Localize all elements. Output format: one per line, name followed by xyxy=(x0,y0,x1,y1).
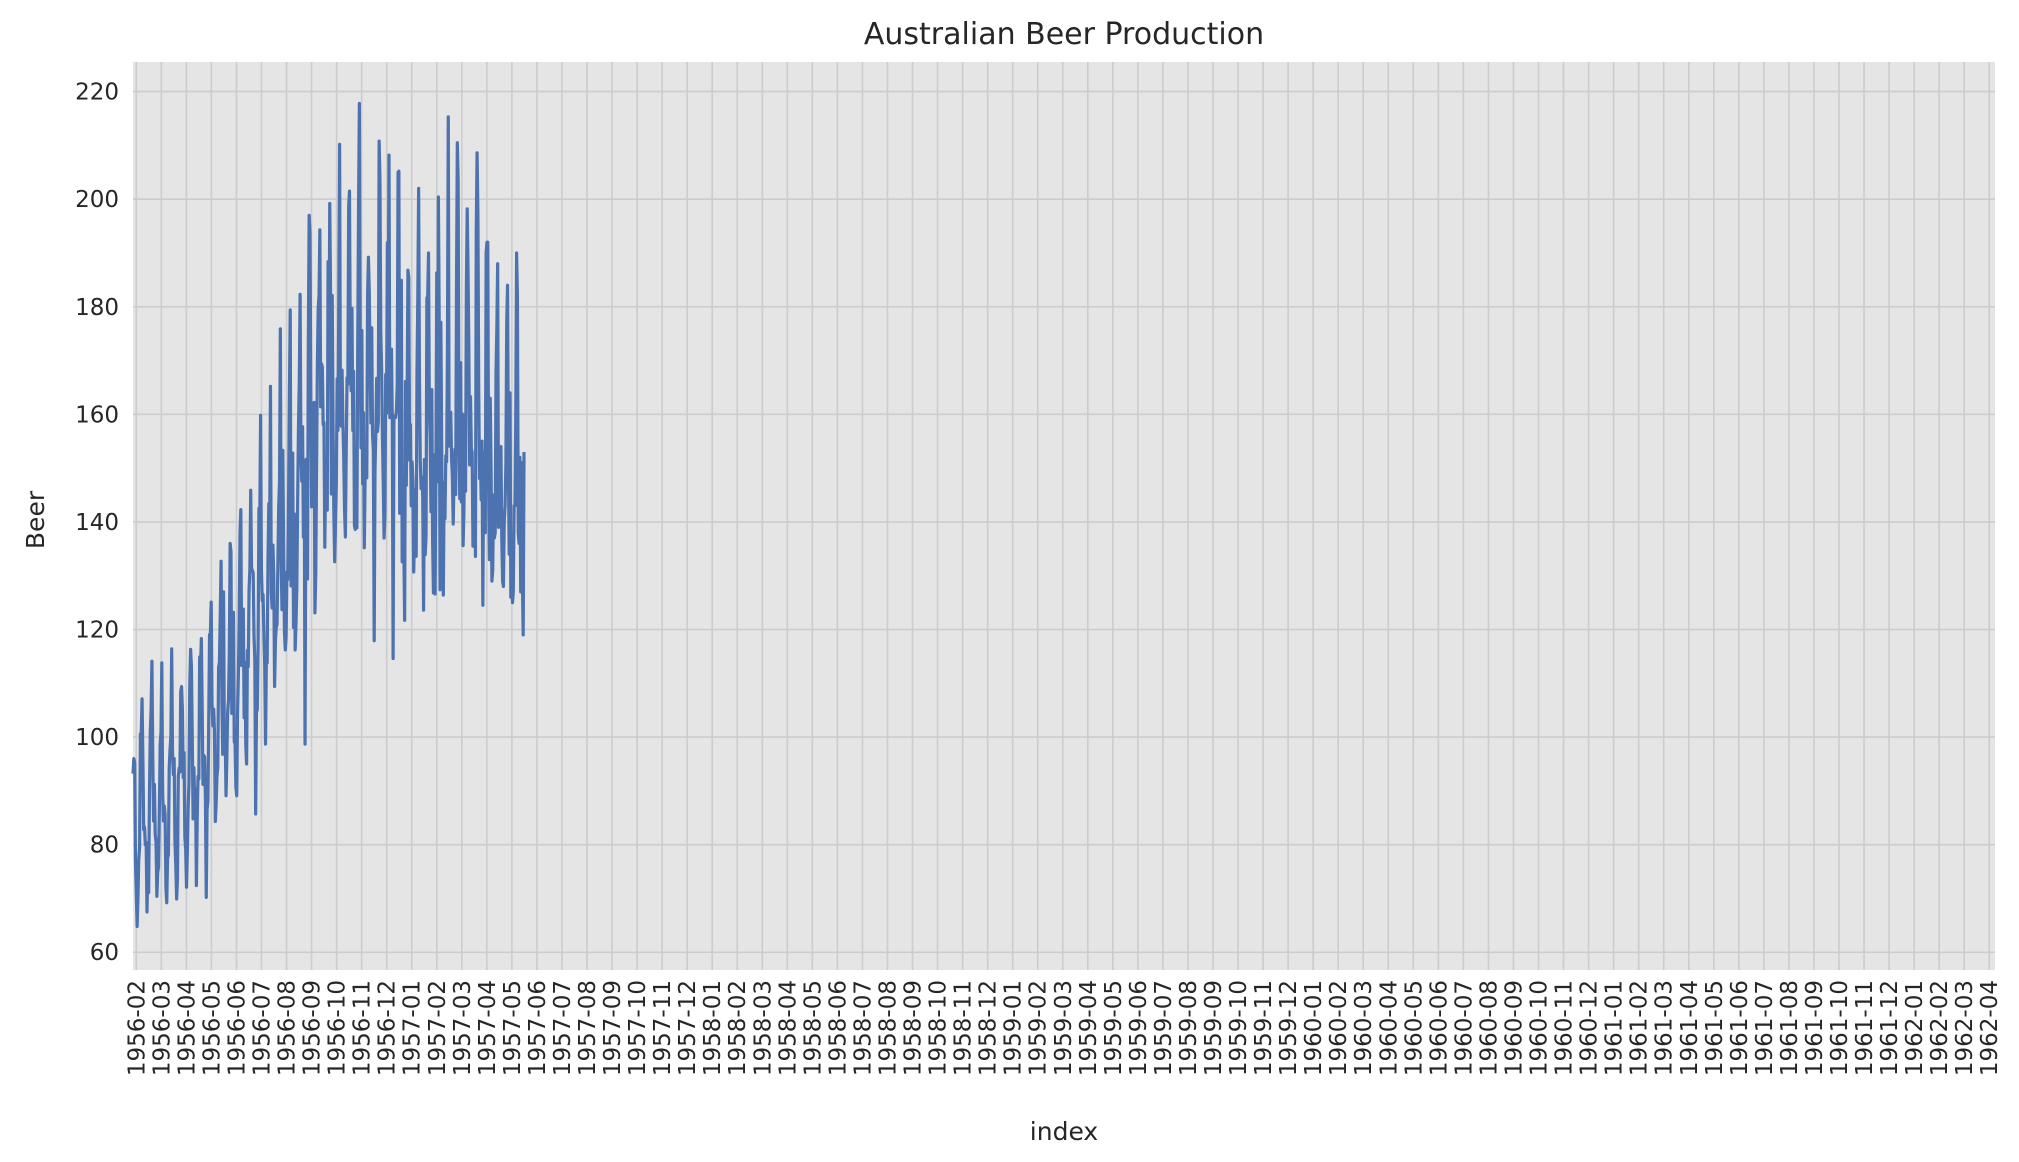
x-tick-label: 1959-08 xyxy=(1176,980,1202,1076)
x-tick-label: 1956-10 xyxy=(325,980,351,1076)
x-tick-label: 1957-07 xyxy=(550,980,576,1076)
y-tick-labels: 60 80 100 120 140 160 180 200 220 xyxy=(75,80,119,967)
x-tick-label: 1956-04 xyxy=(174,980,200,1076)
y-axis-label: Beer xyxy=(21,490,50,549)
x-tick-label: 1960-04 xyxy=(1376,980,1402,1076)
x-tick-label: 1961-01 xyxy=(1602,980,1628,1076)
x-tick-label: 1957-03 xyxy=(450,980,476,1076)
x-tick-label: 1962-02 xyxy=(1927,980,1953,1076)
x-tick-label: 1960-05 xyxy=(1401,980,1427,1076)
x-tick-label: 1956-02 xyxy=(124,980,150,1076)
x-tick-label: 1960-07 xyxy=(1451,980,1477,1076)
y-tick-label: 200 xyxy=(75,187,119,213)
x-tick-label: 1959-04 xyxy=(1076,980,1102,1076)
y-tick-label: 120 xyxy=(75,618,119,644)
x-axis-label: index xyxy=(1030,1117,1098,1146)
x-tick-label: 1960-02 xyxy=(1326,980,1352,1076)
x-tick-label: 1960-06 xyxy=(1426,980,1452,1076)
x-tick-label: 1957-11 xyxy=(650,980,676,1076)
x-tick-label: 1961-05 xyxy=(1702,980,1728,1076)
x-tick-label: 1958-07 xyxy=(850,980,876,1076)
x-tick-label: 1961-04 xyxy=(1677,980,1703,1076)
y-tick-label: 180 xyxy=(75,295,119,321)
x-tick-label: 1961-09 xyxy=(1802,980,1828,1076)
x-tick-label: 1961-02 xyxy=(1627,980,1653,1076)
y-tick-label: 160 xyxy=(75,402,119,428)
x-tick-label: 1962-01 xyxy=(1902,980,1928,1076)
x-tick-label: 1962-03 xyxy=(1952,980,1978,1076)
x-tick-label: 1958-02 xyxy=(725,980,751,1076)
y-tick-label: 60 xyxy=(90,940,119,966)
x-tick-label: 1961-08 xyxy=(1777,980,1803,1076)
x-tick-label: 1957-12 xyxy=(675,980,701,1076)
x-tick-label: 1961-12 xyxy=(1877,980,1903,1076)
x-tick-label: 1961-10 xyxy=(1827,980,1853,1076)
x-tick-label: 1958-09 xyxy=(901,980,927,1076)
x-tick-label: 1961-03 xyxy=(1652,980,1678,1076)
x-tick-label: 1959-11 xyxy=(1251,980,1277,1076)
beer-production-line xyxy=(131,101,526,929)
y-tick-label: 100 xyxy=(75,725,119,751)
chart-title: Australian Beer Production xyxy=(864,17,1264,52)
y-tick-label: 140 xyxy=(75,510,119,536)
y-tick-label: 220 xyxy=(75,80,119,106)
x-tick-label: 1958-08 xyxy=(875,980,901,1076)
x-tick-label: 1959-06 xyxy=(1126,980,1152,1076)
x-tick-label: 1956-05 xyxy=(199,980,225,1076)
x-tick-label: 1959-01 xyxy=(1001,980,1027,1076)
x-tick-label: 1960-09 xyxy=(1501,980,1527,1076)
x-tick-label: 1956-07 xyxy=(249,980,275,1076)
x-tick-label: 1958-10 xyxy=(926,980,952,1076)
x-tick-label: 1956-11 xyxy=(350,980,376,1076)
x-tick-label: 1960-03 xyxy=(1351,980,1377,1076)
x-tick-label: 1958-12 xyxy=(976,980,1002,1076)
x-tick-label: 1958-04 xyxy=(775,980,801,1076)
x-tick-label: 1959-10 xyxy=(1226,980,1252,1076)
x-tick-label: 1958-03 xyxy=(750,980,776,1076)
x-tick-label: 1956-03 xyxy=(149,980,175,1076)
x-tick-label: 1957-04 xyxy=(475,980,501,1076)
x-tick-label: 1960-10 xyxy=(1527,980,1553,1076)
x-tick-label: 1957-10 xyxy=(625,980,651,1076)
x-tick-label: 1960-01 xyxy=(1301,980,1327,1076)
x-tick-label: 1957-08 xyxy=(575,980,601,1076)
x-tick-label: 1957-01 xyxy=(400,980,426,1076)
x-tick-label: 1958-05 xyxy=(800,980,826,1076)
x-tick-label: 1961-07 xyxy=(1752,980,1778,1076)
x-tick-label: 1958-11 xyxy=(951,980,977,1076)
x-tick-label: 1958-06 xyxy=(825,980,851,1076)
x-tick-label: 1959-07 xyxy=(1151,980,1177,1076)
y-tick-label: 80 xyxy=(90,833,119,859)
x-tick-label: 1960-12 xyxy=(1577,980,1603,1076)
x-tick-label: 1959-09 xyxy=(1201,980,1227,1076)
x-tick-label: 1960-08 xyxy=(1476,980,1502,1076)
x-grid-lines xyxy=(135,62,1991,970)
x-tick-label: 1957-09 xyxy=(600,980,626,1076)
x-tick-label: 1956-09 xyxy=(300,980,326,1076)
x-tick-label: 1960-11 xyxy=(1552,980,1578,1076)
x-tick-label: 1957-02 xyxy=(425,980,451,1076)
x-tick-label: 1961-06 xyxy=(1727,980,1753,1076)
x-tick-label: 1962-04 xyxy=(1977,980,2003,1076)
y-grid-lines xyxy=(133,90,1995,954)
x-tick-label: 1959-12 xyxy=(1276,980,1302,1076)
x-tick-label: 1959-05 xyxy=(1101,980,1127,1076)
x-tick-labels: 1956-02 1956-03 1956-04 1956-05 1956-06 1956-… xyxy=(124,980,2003,1076)
x-tick-label: 1959-02 xyxy=(1026,980,1052,1076)
x-tick-label: 1958-01 xyxy=(700,980,726,1076)
x-tick-label: 1959-03 xyxy=(1051,980,1077,1076)
x-tick-label: 1957-06 xyxy=(525,980,551,1076)
x-tick-label: 1956-06 xyxy=(224,980,250,1076)
x-tick-label: 1956-08 xyxy=(275,980,301,1076)
x-tick-label: 1956-12 xyxy=(375,980,401,1076)
x-tick-label: 1961-11 xyxy=(1852,980,1878,1076)
x-tick-label: 1957-05 xyxy=(500,980,526,1076)
